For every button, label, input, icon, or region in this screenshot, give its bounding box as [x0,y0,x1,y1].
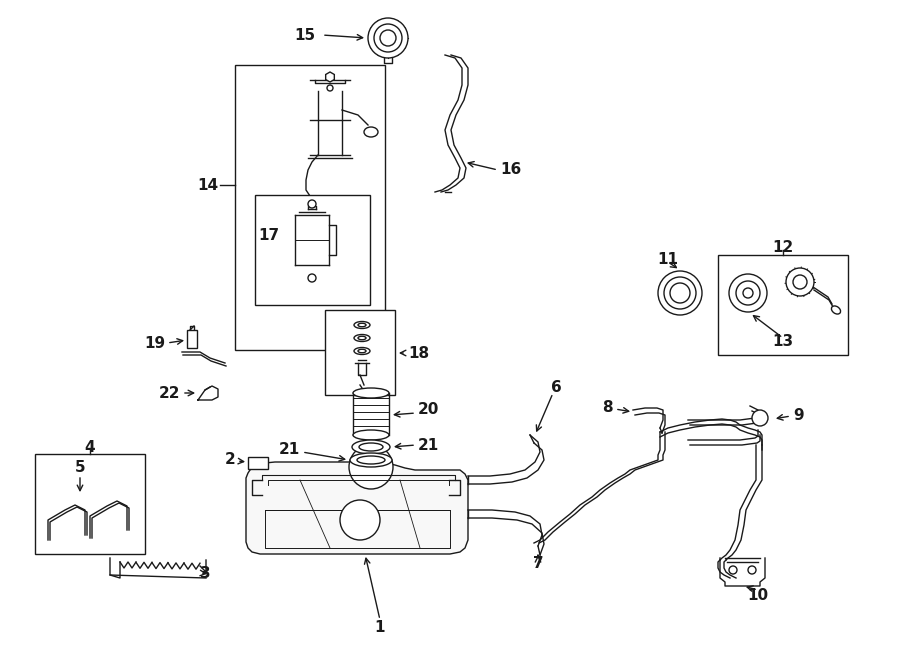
Ellipse shape [358,349,366,353]
Bar [187,330,197,348]
Circle shape [743,288,753,298]
Ellipse shape [358,336,366,340]
Text: 21: 21 [279,442,300,457]
Ellipse shape [354,334,370,342]
Ellipse shape [354,348,370,354]
Ellipse shape [357,456,385,464]
Polygon shape [326,72,334,82]
Circle shape [793,275,807,289]
Bar [235,65,385,350]
Circle shape [374,24,402,52]
Text: 5: 5 [75,461,86,475]
Text: 17: 17 [258,227,279,243]
Text: 8: 8 [602,399,613,414]
Ellipse shape [359,443,383,451]
Text: 11: 11 [658,253,679,268]
Text: 21: 21 [418,438,439,453]
Ellipse shape [358,323,366,327]
Circle shape [748,566,756,574]
Bar [255,195,370,305]
Text: 19: 19 [144,336,165,350]
Circle shape [349,445,393,489]
Ellipse shape [350,453,392,467]
Circle shape [308,200,316,208]
Circle shape [752,410,768,426]
Circle shape [736,281,760,305]
Bar [325,310,395,395]
Text: 20: 20 [418,403,439,418]
Bar [35,454,145,554]
Ellipse shape [353,388,389,398]
Text: 22: 22 [158,385,180,401]
Polygon shape [246,462,468,554]
Ellipse shape [354,321,370,329]
Text: 6: 6 [551,381,562,395]
Circle shape [327,85,333,91]
Text: 16: 16 [500,163,521,178]
Circle shape [670,283,690,303]
Text: 10: 10 [747,588,769,602]
Text: 7: 7 [533,555,544,570]
Circle shape [664,277,696,309]
Text: 15: 15 [294,28,315,42]
Ellipse shape [353,430,389,440]
Circle shape [658,271,702,315]
Circle shape [380,30,396,46]
Text: 3: 3 [200,566,211,580]
Circle shape [729,566,737,574]
Text: 18: 18 [408,346,429,360]
Circle shape [340,500,380,540]
Bar [718,255,848,355]
Text: 4: 4 [85,440,95,455]
Text: 2: 2 [224,453,235,467]
Circle shape [786,268,814,296]
Text: 12: 12 [772,241,794,256]
Ellipse shape [352,440,390,454]
Circle shape [729,274,767,312]
Bar [248,457,268,469]
Ellipse shape [364,127,378,137]
Circle shape [308,274,316,282]
Text: 13: 13 [772,334,794,350]
Ellipse shape [832,306,841,314]
Text: 1: 1 [374,621,385,635]
Text: 9: 9 [793,407,804,422]
Text: 14: 14 [197,178,218,192]
Circle shape [368,18,408,58]
